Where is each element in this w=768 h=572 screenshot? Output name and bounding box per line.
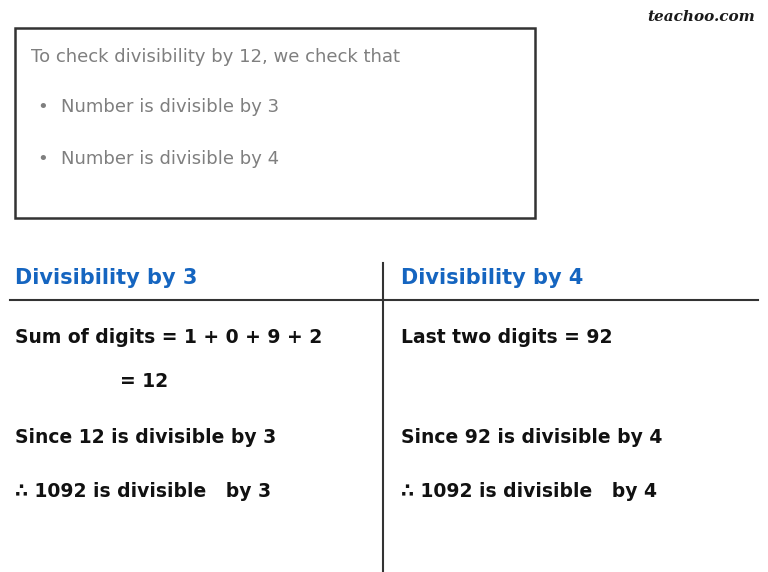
Text: teachoo.com: teachoo.com [647,10,755,24]
Text: Divisibility by 4: Divisibility by 4 [401,268,584,288]
Text: Number is divisible by 4: Number is divisible by 4 [61,150,279,168]
Text: Number is divisible by 3: Number is divisible by 3 [61,98,279,116]
Text: Since 92 is divisible by 4: Since 92 is divisible by 4 [401,428,662,447]
Text: Last two digits = 92: Last two digits = 92 [401,328,613,347]
Text: To check divisibility by 12, we check that: To check divisibility by 12, we check th… [31,48,400,66]
Text: Divisibility by 3: Divisibility by 3 [15,268,197,288]
Text: = 12: = 12 [120,372,168,391]
Text: •: • [37,98,48,116]
Bar [15,28,535,218]
Text: Sum of digits = 1 + 0 + 9 + 2: Sum of digits = 1 + 0 + 9 + 2 [15,328,323,347]
Text: •: • [37,150,48,168]
Text: Since 12 is divisible by 3: Since 12 is divisible by 3 [15,428,276,447]
Text: ∴ 1092 is divisible   by 3: ∴ 1092 is divisible by 3 [15,482,271,501]
Text: ∴ 1092 is divisible   by 4: ∴ 1092 is divisible by 4 [401,482,657,501]
